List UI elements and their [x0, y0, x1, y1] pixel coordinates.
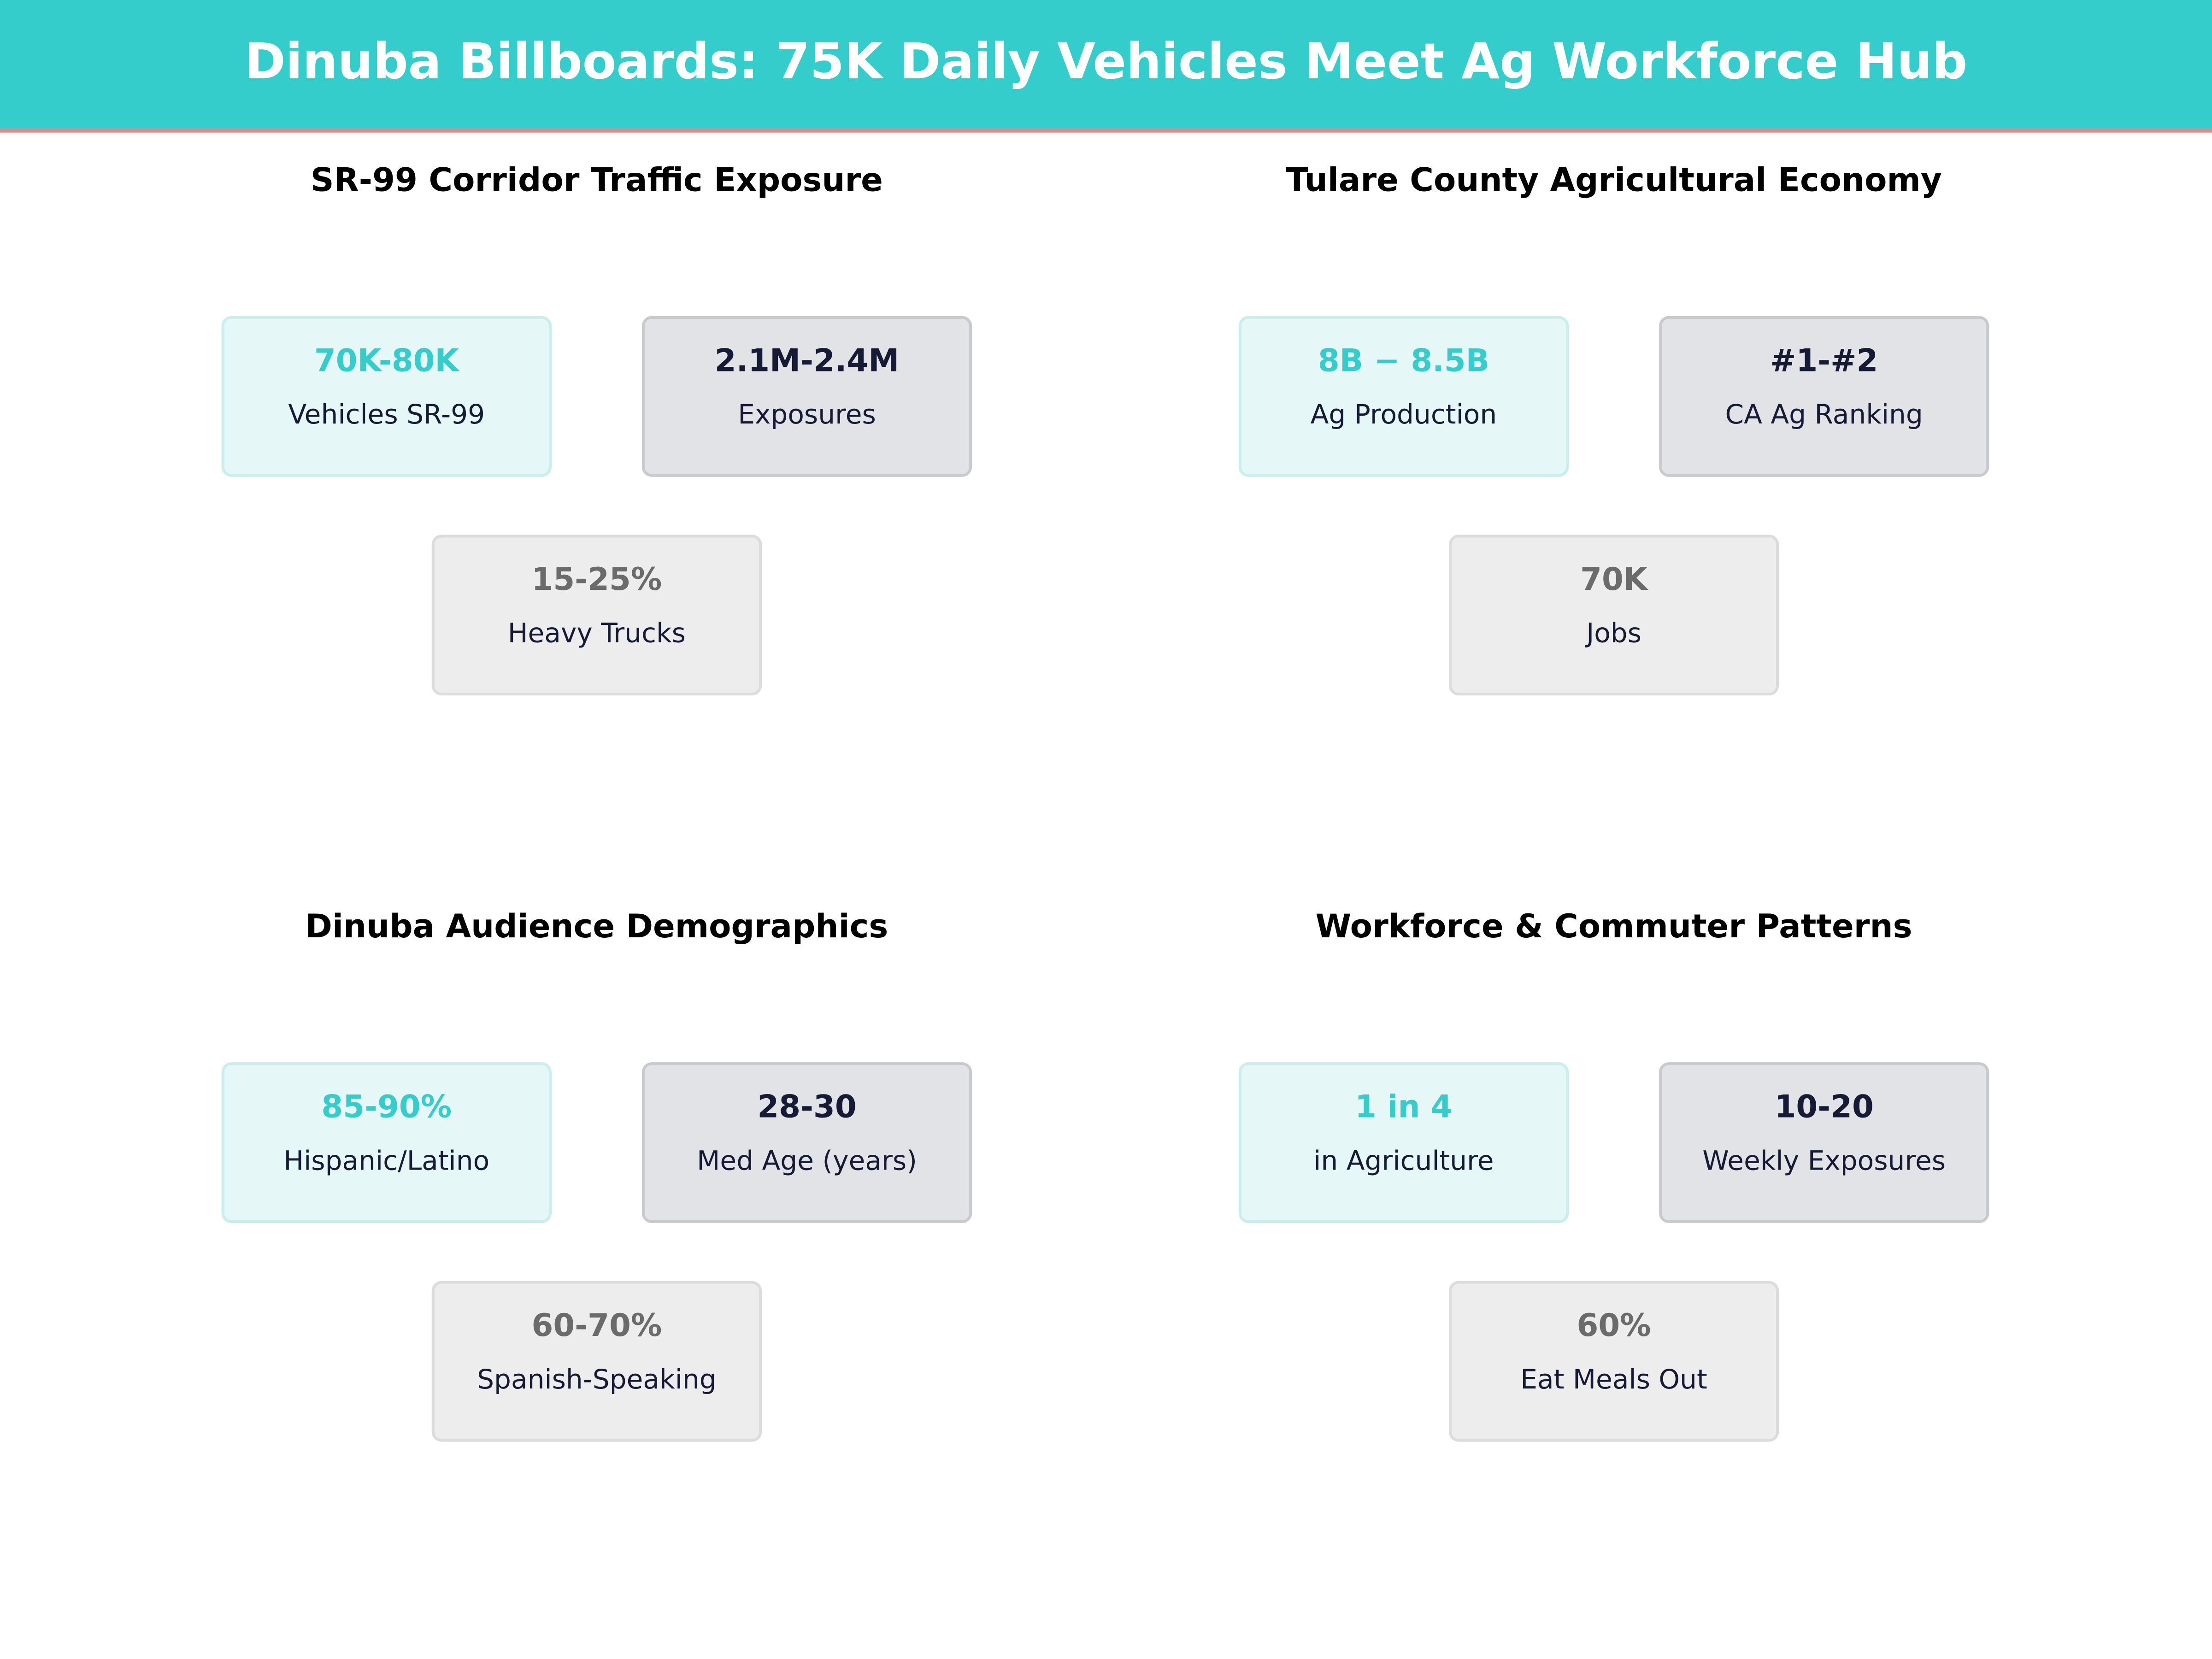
stat-value: 1 in 4 [1355, 1088, 1453, 1125]
panel-title: Dinuba Audience Demographics [305, 907, 888, 945]
panel-title: Tulare County Agricultural Economy [1286, 161, 1941, 199]
stat-value: 85-90% [321, 1088, 452, 1125]
stat-card [1238, 1062, 1569, 1224]
panel-title: Workforce & Commuter Patterns [1316, 907, 1912, 945]
stat-value: 70K-80K [314, 342, 460, 378]
header-rule [0, 128, 2212, 133]
stat-value: 28-30 [757, 1088, 856, 1125]
stat-label: Exposures [738, 399, 876, 430]
stat-value: 2.1M-2.4M [715, 342, 899, 378]
stat-label: Weekly Exposures [1702, 1145, 1946, 1177]
stat-label: Spanish-Speaking [477, 1364, 717, 1395]
stat-card [1659, 1062, 1989, 1224]
stat-label: Hispanic/Latino [283, 1145, 489, 1177]
stat-label: Heavy Trucks [508, 618, 686, 649]
stat-card [641, 316, 972, 477]
stat-card [221, 1062, 552, 1224]
stat-value: 60-70% [531, 1307, 662, 1343]
panel-title: SR-99 Corridor Traffic Exposure [311, 161, 883, 199]
stat-card [1448, 1281, 1779, 1442]
header-title: Dinuba Billboards: 75K Daily Vehicles Me… [245, 33, 1967, 90]
stat-value: 15-25% [531, 561, 662, 597]
stat-value: 70K [1580, 561, 1649, 597]
stat-card [1448, 535, 1779, 696]
stat-card [431, 1281, 762, 1442]
stat-value: 60% [1577, 1307, 1651, 1343]
stat-label: in Agriculture [1313, 1145, 1494, 1177]
stat-label: Eat Meals Out [1520, 1364, 1707, 1395]
stat-value: 10-20 [1774, 1088, 1873, 1125]
stat-value: 8B − 8.5B [1318, 342, 1489, 378]
stat-label: Vehicles SR-99 [288, 399, 485, 430]
stat-card [1659, 316, 1989, 477]
stat-label: Med Age (years) [697, 1145, 917, 1177]
stat-label: Ag Production [1311, 399, 1497, 430]
stat-card [431, 535, 762, 696]
stat-value: #1-#2 [1770, 342, 1878, 378]
stat-card [641, 1062, 972, 1224]
header-bar [0, 0, 2212, 130]
stat-label: CA Ag Ranking [1725, 399, 1923, 430]
stat-card [221, 316, 552, 477]
stat-card [1238, 316, 1569, 477]
stat-label: Jobs [1584, 618, 1641, 649]
